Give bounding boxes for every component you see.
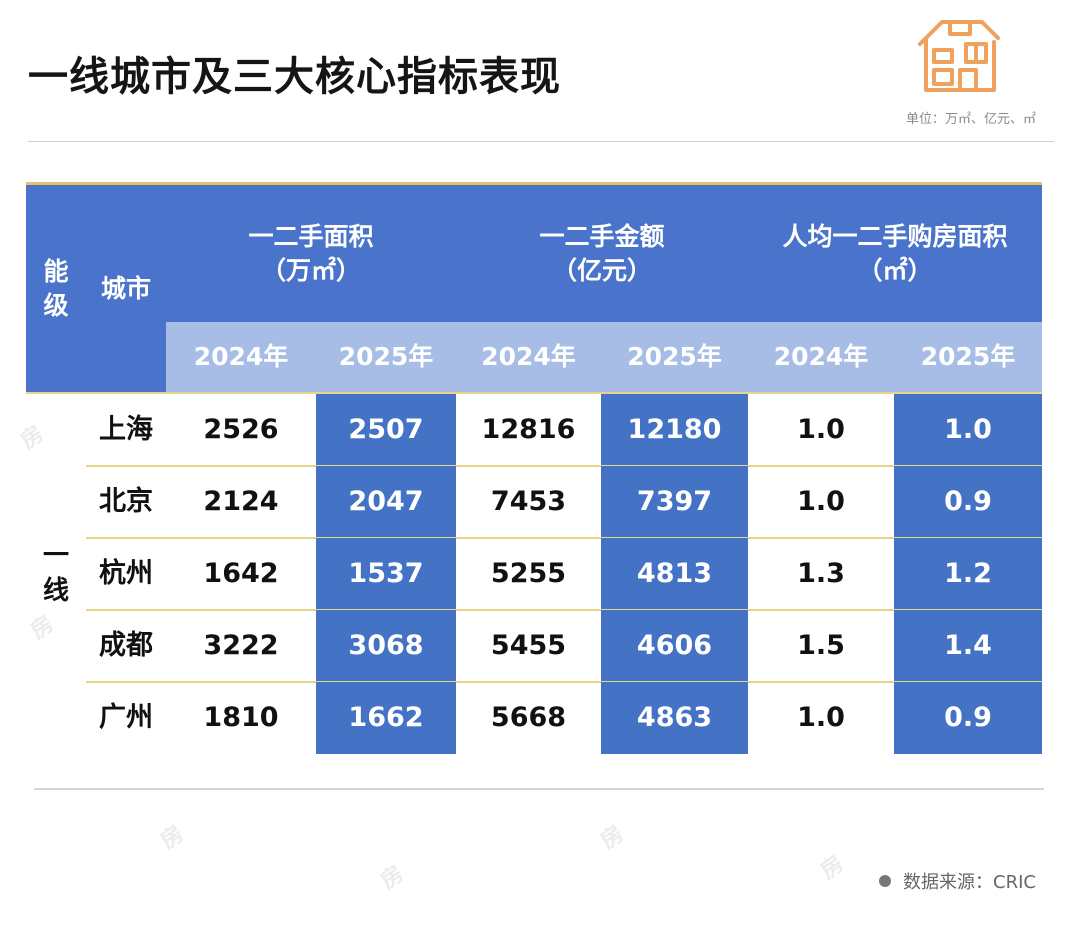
group-area-name: 一二手面积 <box>248 221 374 251</box>
table-cell-2024: 1.0 <box>797 485 845 517</box>
table-cell-2024: 12816 <box>481 413 576 445</box>
table-cell-2025: 0.9 <box>894 466 1042 538</box>
table-cell-2025: 1.2 <box>894 538 1042 610</box>
city-label: 上海 <box>99 413 153 445</box>
table-cell-2025: 1.0 <box>894 394 1042 466</box>
table-cell-2025: 1537 <box>316 538 456 610</box>
header-bottom-line <box>26 392 1042 394</box>
group-amount-name: 一二手金额 <box>539 221 665 251</box>
table-cell-2025: 2047 <box>316 466 456 538</box>
left-header-extension <box>26 322 166 392</box>
row-divider <box>86 465 1042 467</box>
year-header-row <box>166 322 1042 392</box>
bullet-dot-icon <box>879 875 892 887</box>
bottom-divider <box>34 788 1044 790</box>
tier-label: 一 线 <box>42 540 69 606</box>
table-cell-2024: 5668 <box>490 701 567 733</box>
table-cell-2024: 1.0 <box>797 413 845 445</box>
table-cell-2024: 2124 <box>203 485 279 517</box>
table-cell-2024: 2526 <box>203 413 279 445</box>
year-header-1: 2025年 <box>338 342 434 372</box>
year-header-5: 2025年 <box>920 342 1016 372</box>
table-cell-2024: 1.0 <box>797 701 845 733</box>
table-cell-2024: 1.3 <box>797 557 845 589</box>
table-cell-2024: 5255 <box>490 557 567 589</box>
unit-note: 单位：万㎡、亿元、㎡ <box>905 112 1036 127</box>
group-percapita-name: 人均一二手购房面积 <box>782 221 1008 251</box>
row-divider <box>86 681 1042 683</box>
year-header-0: 2024年 <box>193 342 289 372</box>
table-cell-2024: 5455 <box>490 629 567 661</box>
table-cell-2025: 1662 <box>316 682 456 754</box>
table-cell-2025: 1.4 <box>894 610 1042 682</box>
year-header-2: 2024年 <box>481 342 576 372</box>
group-amount-unit: （亿元） <box>551 255 652 285</box>
group-header-percapita: 人均一二手购房面积 （㎡） <box>748 185 1042 322</box>
group-percapita-unit: （㎡） <box>857 255 933 285</box>
city-label: 杭州 <box>99 557 153 589</box>
table-cell-2025: 4606 <box>601 610 748 682</box>
top-divider <box>28 141 1054 142</box>
page-title: 一线城市及三大核心指标表现 <box>28 54 561 100</box>
table-cell-2025: 0.9 <box>894 682 1042 754</box>
city-label: 北京 <box>99 485 153 517</box>
table-cell-2025: 2507 <box>316 394 456 466</box>
group-area-unit: （万㎡） <box>260 255 361 285</box>
year-header-3: 2025年 <box>627 342 722 372</box>
group-header-amount: 一二手金额 （亿元） <box>456 185 748 322</box>
year-header-4: 2024年 <box>773 342 869 372</box>
group-header-area: 一二手面积 （万㎡） <box>166 185 456 322</box>
table-cell-2025: 7397 <box>601 466 748 538</box>
table-cell-2025: 4863 <box>601 682 748 754</box>
table-cell-2024: 3222 <box>203 629 279 661</box>
data-table: 能 级 城市 一二手面积 （万㎡） 一二手金额 （亿元） 人均一二手购房面积 （… <box>26 182 1042 754</box>
source-text: 数据来源：CRIC <box>903 872 1036 893</box>
source-note: 数据来源：CRIC <box>879 868 1036 894</box>
house-icon <box>918 20 1000 92</box>
city-label: 成都 <box>99 629 153 661</box>
table-cell-2024: 1810 <box>203 701 279 733</box>
table-cell-2025: 4813 <box>601 538 748 610</box>
row-divider <box>86 609 1042 611</box>
table-cell-2024: 1.5 <box>797 629 845 661</box>
row-divider <box>86 537 1042 539</box>
table-cell-2025: 12180 <box>601 394 748 466</box>
table-cell-2024: 7453 <box>490 485 567 517</box>
table-cell-2024: 1642 <box>203 557 279 589</box>
city-label: 广州 <box>99 701 153 733</box>
table-cell-2025: 3068 <box>316 610 456 682</box>
